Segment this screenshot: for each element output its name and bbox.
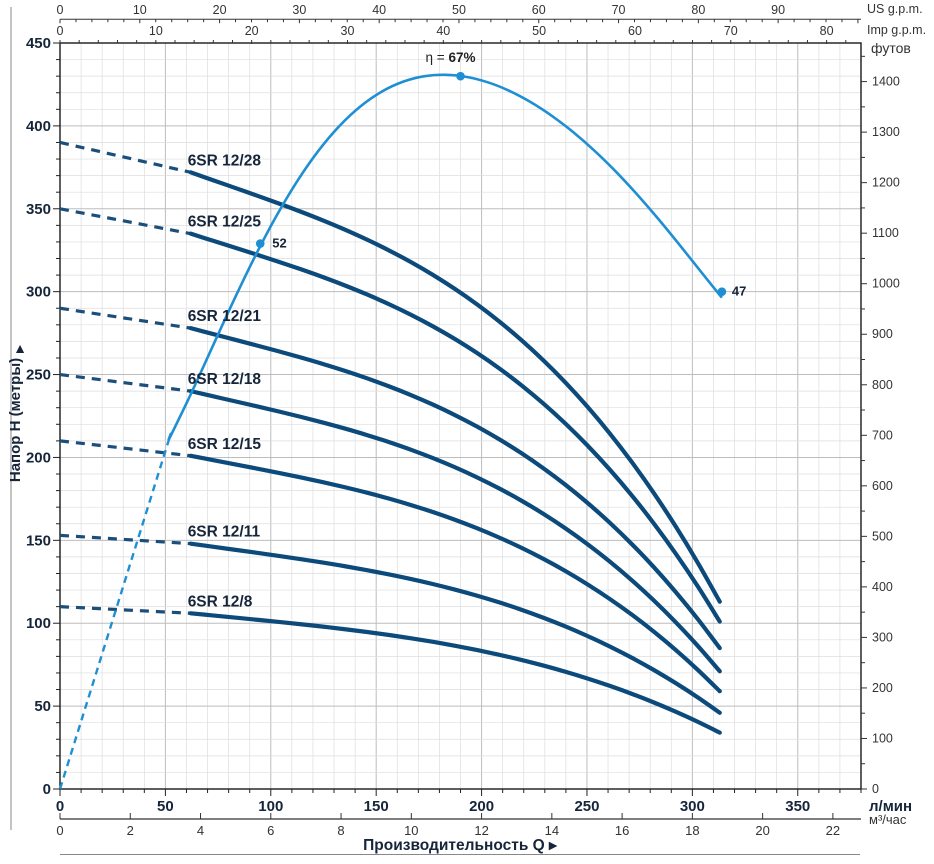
svg-text:100: 100	[26, 615, 51, 632]
svg-text:100: 100	[258, 798, 283, 815]
svg-text:0: 0	[872, 782, 879, 796]
svg-text:10: 10	[149, 24, 163, 38]
svg-text:6: 6	[267, 823, 274, 838]
svg-text:1400: 1400	[872, 75, 900, 89]
svg-text:1200: 1200	[872, 176, 900, 190]
svg-text:400: 400	[26, 118, 51, 135]
svg-text:0: 0	[43, 781, 51, 798]
svg-text:40: 40	[436, 24, 450, 38]
svg-text:50: 50	[34, 698, 51, 715]
svg-text:50: 50	[157, 798, 174, 815]
svg-text:6SR 12/18: 6SR 12/18	[188, 371, 262, 388]
svg-text:700: 700	[872, 428, 893, 442]
svg-text:400: 400	[872, 580, 893, 594]
svg-text:150: 150	[26, 532, 51, 549]
svg-text:2: 2	[127, 823, 134, 838]
svg-text:10: 10	[133, 3, 147, 17]
svg-text:η = 67%: η = 67%	[426, 50, 476, 65]
svg-text:6SR 12/28: 6SR 12/28	[188, 152, 262, 169]
svg-text:50: 50	[532, 24, 546, 38]
svg-text:0: 0	[57, 3, 64, 17]
svg-text:футов: футов	[871, 40, 911, 56]
svg-text:350: 350	[26, 201, 51, 218]
svg-text:60: 60	[628, 24, 642, 38]
svg-text:10: 10	[404, 823, 418, 838]
svg-text:12: 12	[474, 823, 488, 838]
svg-text:200: 200	[872, 681, 893, 695]
svg-text:90: 90	[771, 3, 785, 17]
svg-text:18: 18	[685, 823, 699, 838]
svg-text:0: 0	[56, 823, 63, 838]
svg-text:500: 500	[872, 529, 893, 543]
svg-text:8: 8	[337, 823, 344, 838]
svg-text:30: 30	[292, 3, 306, 17]
svg-text:6SR 12/8: 6SR 12/8	[188, 593, 253, 610]
svg-text:22: 22	[826, 823, 840, 838]
svg-text:US g.p.m.: US g.p.m.	[867, 2, 923, 16]
svg-text:Напор H (метры): Напор H (метры)	[7, 358, 24, 482]
svg-text:40: 40	[372, 3, 386, 17]
svg-text:250: 250	[26, 367, 51, 384]
svg-text:100: 100	[872, 731, 893, 745]
svg-text:16: 16	[615, 823, 629, 838]
svg-text:30: 30	[341, 24, 355, 38]
svg-text:60: 60	[532, 3, 546, 17]
svg-text:▲: ▲	[13, 340, 27, 356]
svg-text:20: 20	[245, 24, 259, 38]
svg-text:6SR 12/21: 6SR 12/21	[188, 308, 262, 325]
svg-text:800: 800	[872, 378, 893, 392]
svg-text:350: 350	[785, 798, 810, 815]
svg-text:150: 150	[364, 798, 389, 815]
svg-text:300: 300	[26, 284, 51, 301]
svg-text:1000: 1000	[872, 277, 900, 291]
svg-text:200: 200	[26, 449, 51, 466]
svg-text:4: 4	[197, 823, 204, 838]
svg-text:20: 20	[213, 3, 227, 17]
svg-text:300: 300	[872, 630, 893, 644]
svg-text:250: 250	[574, 798, 599, 815]
svg-text:70: 70	[612, 3, 626, 17]
svg-text:Производительность Q ▸: Производительность Q ▸	[363, 837, 558, 854]
svg-text:47: 47	[732, 284, 746, 299]
svg-text:м³/час: м³/час	[869, 812, 907, 827]
svg-text:52: 52	[272, 236, 286, 251]
svg-text:900: 900	[872, 327, 893, 341]
svg-text:Imp g.p.m.: Imp g.p.m.	[867, 23, 926, 37]
svg-text:300: 300	[680, 798, 705, 815]
svg-text:200: 200	[469, 798, 494, 815]
svg-text:70: 70	[724, 24, 738, 38]
svg-text:0: 0	[56, 798, 64, 815]
svg-text:14: 14	[545, 823, 559, 838]
svg-text:450: 450	[26, 35, 51, 52]
svg-text:80: 80	[691, 3, 705, 17]
svg-text:6SR 12/25: 6SR 12/25	[188, 214, 262, 231]
svg-text:20: 20	[755, 823, 769, 838]
svg-text:1300: 1300	[872, 125, 900, 139]
svg-text:80: 80	[820, 24, 834, 38]
svg-text:600: 600	[872, 479, 893, 493]
svg-text:0: 0	[57, 24, 64, 38]
svg-text:50: 50	[452, 3, 466, 17]
svg-text:6SR 12/15: 6SR 12/15	[188, 436, 262, 453]
svg-text:6SR 12/11: 6SR 12/11	[188, 524, 261, 541]
svg-text:1100: 1100	[872, 226, 899, 240]
